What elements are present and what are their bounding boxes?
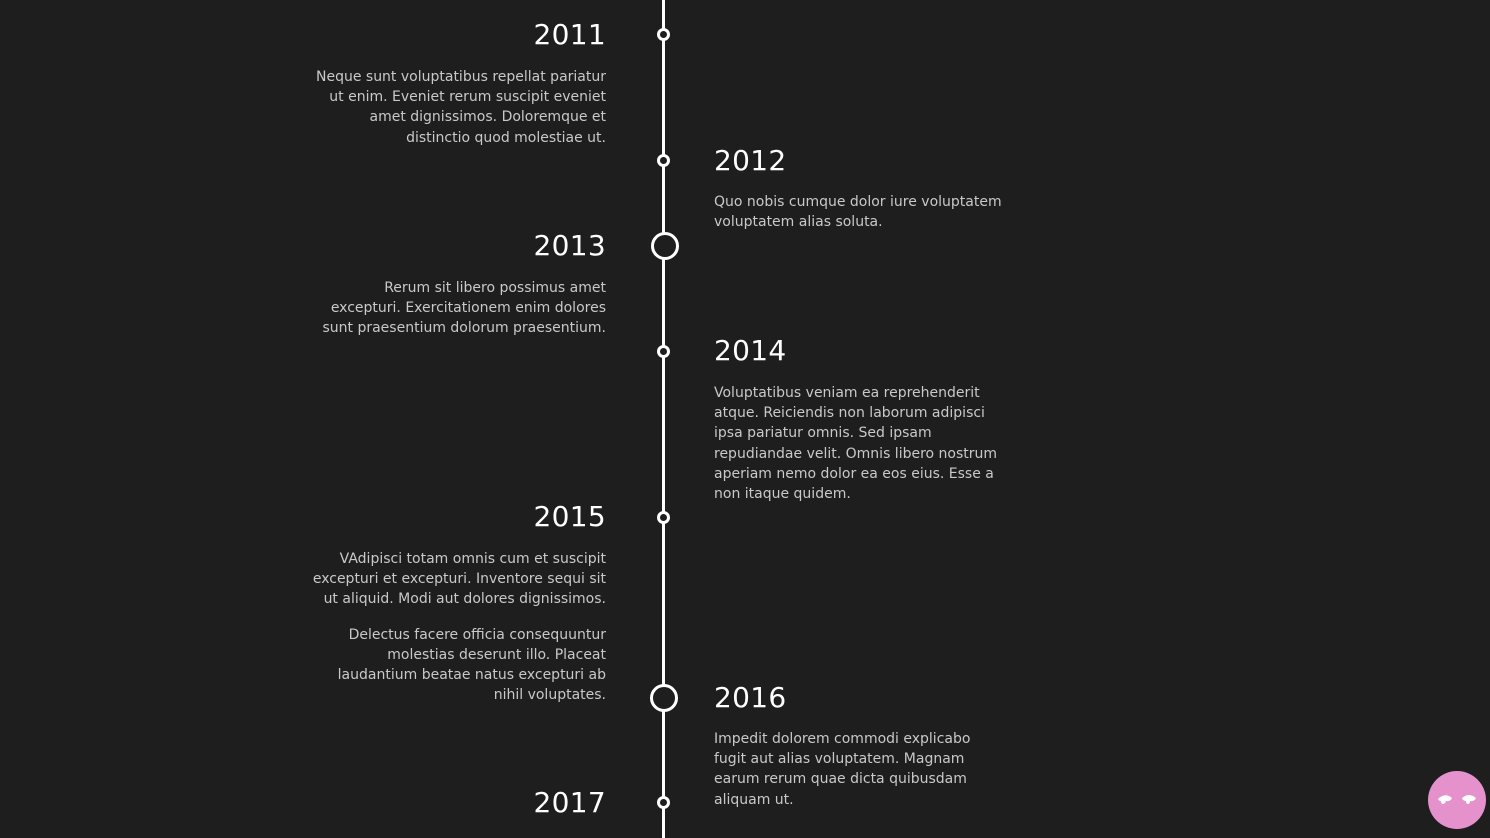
timeline-paragraph: Delectus facere officia consequuntur mol… bbox=[337, 626, 606, 704]
timeline-year-2015: 2015 bbox=[533, 500, 606, 533]
timeline-paragraph: Rerum sit libero possimus amet excepturi… bbox=[322, 280, 606, 337]
timeline-year-2011: 2011 bbox=[533, 18, 606, 51]
timeline-line bbox=[662, 0, 665, 838]
timeline-description-2014: Voluptatibus veniam ea reprehenderit atq… bbox=[714, 383, 1006, 504]
timeline-description-2011: Neque sunt voluptatibus repellat pariatu… bbox=[311, 67, 606, 148]
timeline-paragraph: Neque sunt voluptatibus repellat pariatu… bbox=[315, 69, 606, 146]
timeline-node-2011 bbox=[657, 28, 670, 41]
timeline-year-2016: 2016 bbox=[714, 681, 787, 714]
timeline-node-2012 bbox=[657, 154, 670, 167]
timeline-paragraph: Quo nobis cumque dolor iure voluptatem v… bbox=[714, 194, 1002, 231]
timeline-node-2015 bbox=[657, 511, 670, 524]
timeline-paragraph: VAdipisci totam omnis cum et suscipit ex… bbox=[312, 551, 606, 608]
timeline-year-2013: 2013 bbox=[533, 229, 606, 262]
timeline-paragraph: Voluptatibus veniam ea reprehenderit atq… bbox=[714, 385, 998, 503]
timeline-year-2017: 2017 bbox=[533, 786, 606, 819]
timeline-year-2014: 2014 bbox=[714, 334, 787, 367]
timeline-paragraph: Impedit dolorem commodi explicabo fugit … bbox=[714, 731, 971, 808]
timeline-description-2012: Quo nobis cumque dolor iure voluptatem v… bbox=[714, 192, 1006, 232]
mascot-button[interactable] bbox=[1428, 771, 1486, 829]
timeline-node-2016 bbox=[650, 684, 678, 712]
timeline-description-2016: Impedit dolorem commodi explicabo fugit … bbox=[714, 729, 1006, 810]
eyes-icon bbox=[1438, 795, 1476, 804]
timeline-year-2012: 2012 bbox=[714, 144, 787, 177]
timeline-description-2015: VAdipisci totam omnis cum et suscipit ex… bbox=[311, 549, 606, 705]
timeline-node-2014 bbox=[657, 345, 670, 358]
timeline-description-2013: Rerum sit libero possimus amet excepturi… bbox=[311, 278, 606, 339]
timeline-node-2013 bbox=[651, 232, 679, 260]
timeline-node-2017 bbox=[657, 796, 670, 809]
